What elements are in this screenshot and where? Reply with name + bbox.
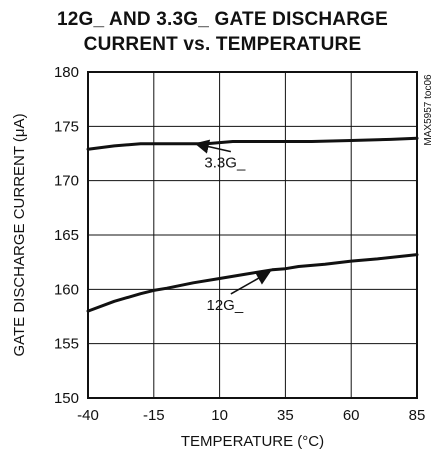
plot-frame <box>87 71 418 399</box>
y-axis-label: GATE DISCHARGE CURRENT (μA) <box>11 113 28 356</box>
annotations: 3.3G_ 12G_ <box>194 139 271 314</box>
y-tick-label: 180 <box>54 64 79 81</box>
chart-title-line1: 12G_ AND 3.3G_ GATE DISCHARGE <box>57 9 388 30</box>
y-tick-label: 165 <box>54 227 79 244</box>
chart-code-label: MAX5957 toc06 <box>423 74 434 146</box>
y-tick-label: 175 <box>54 118 79 135</box>
grid <box>87 71 418 399</box>
x-tick-label: -15 <box>143 407 165 424</box>
annotation-arrow-33g <box>194 139 232 154</box>
x-tick-label: 60 <box>343 407 360 424</box>
x-tick-label: 85 <box>409 407 426 424</box>
y-tick-label: 150 <box>54 390 79 407</box>
series-line-12g <box>86 253 419 313</box>
y-tick-label: 155 <box>54 336 79 353</box>
x-tick-label: -40 <box>77 407 99 424</box>
tick-labels: -40 -15 10 35 60 85 150 155 160 165 170 175 180 <box>54 64 425 424</box>
annotation-label-33g: 3.3G_ <box>204 155 246 172</box>
y-tick-label: 170 <box>54 173 79 190</box>
chart-title-line2: CURRENT vs. TEMPERATURE <box>83 34 362 55</box>
x-tick-label: 35 <box>277 407 294 424</box>
x-axis-label: TEMPERATURE (°C) <box>181 433 324 450</box>
x-tick-label: 10 <box>211 407 228 424</box>
series-layer <box>86 136 419 313</box>
series-line-33g <box>86 136 419 151</box>
annotation-arrow-12g <box>230 271 271 295</box>
y-tick-label: 160 <box>54 281 79 298</box>
annotation-label-12g: 12G_ <box>207 297 244 314</box>
